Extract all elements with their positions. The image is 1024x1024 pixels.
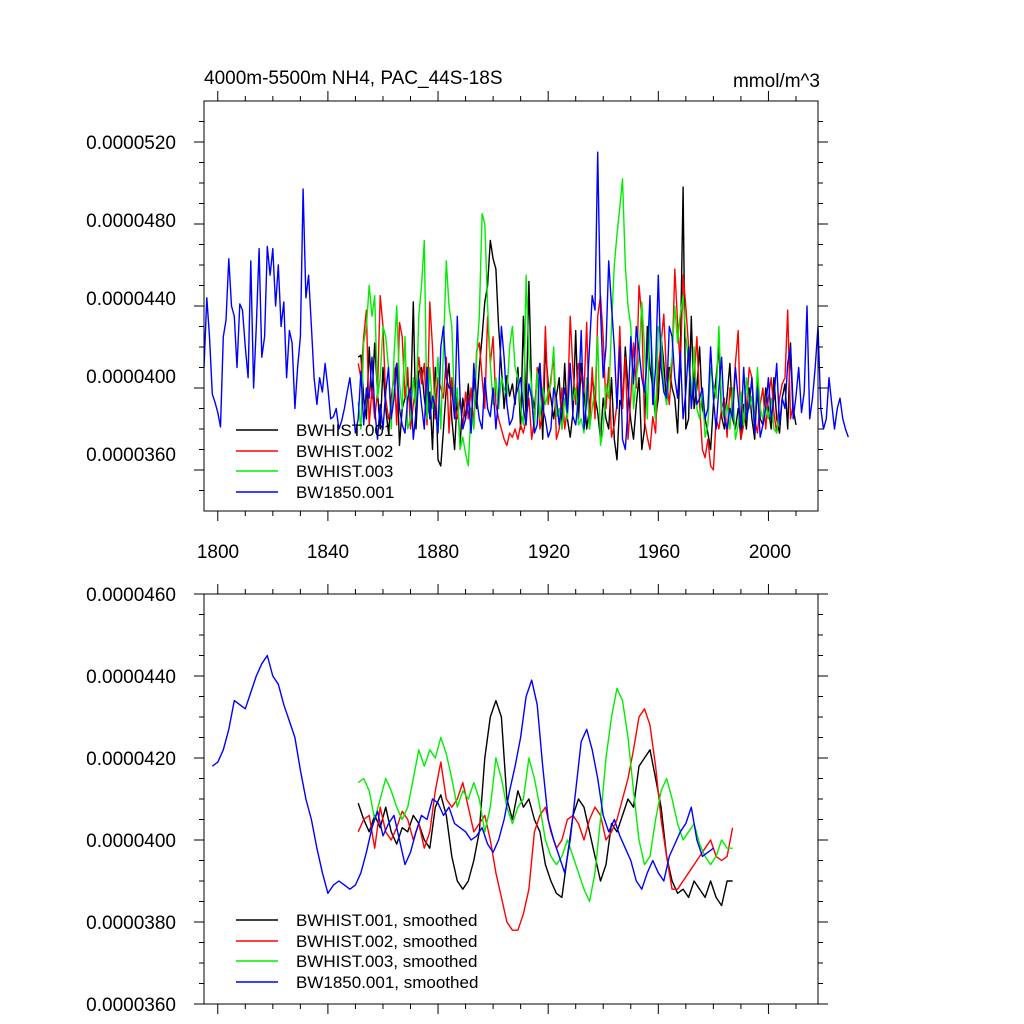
legend-label: BW1850.001, smoothed [296, 973, 478, 992]
y-tick-label: 0.0000420 [86, 749, 176, 770]
legend-label: BWHIST.002 [296, 442, 393, 461]
y-tick-label: 0.0000400 [86, 367, 176, 388]
series-line-bwhist-002-smoothed [357, 708, 734, 931]
y-tick-label: 0.0000400 [86, 831, 176, 852]
top-units: mmol/m^3 [733, 71, 820, 92]
x-tick-label: 1960 [638, 542, 680, 563]
x-tick-label: 1920 [528, 542, 570, 563]
x-tick-label: 2000 [749, 542, 791, 563]
bottom-ticks-group [194, 584, 828, 1014]
legend-label: BW1850.001 [296, 483, 394, 502]
top-series-group [203, 151, 849, 471]
top-panel: 4000m-5500m NH4, PAC_44S-18S mmol/m^3 0.… [86, 68, 849, 563]
bottom-panel: 0.0000460 0.0000440 0.0000420 0.0000400 … [86, 584, 828, 1016]
x-tick-label: 1800 [197, 542, 239, 563]
x-tick-label: 1880 [417, 542, 459, 563]
series-line-bw1850-001-smoothed [211, 654, 714, 894]
y-tick-label: 0.0000380 [86, 913, 176, 934]
legend-label: BWHIST.001, smoothed [296, 911, 477, 930]
y-tick-label: 0.0000440 [86, 667, 176, 688]
y-tick-label: 0.0000360 [86, 445, 176, 466]
bottom-series-group [211, 654, 734, 931]
bottom-legend: BWHIST.001, smoothed BWHIST.002, smoothe… [236, 911, 478, 992]
top-x-tick-labels: 1800 1840 1880 1920 1960 2000 [197, 542, 791, 563]
top-y-tick-labels: 0.0000520 0.0000480 0.0000440 0.0000400 … [86, 133, 176, 466]
bottom-y-tick-labels: 0.0000460 0.0000440 0.0000420 0.0000400 … [86, 585, 176, 1016]
series-line-bwhist-001-smoothed [357, 699, 733, 907]
series-line-bw1850-001 [203, 151, 849, 451]
top-title: 4000m-5500m NH4, PAC_44S-18S [204, 68, 503, 89]
series-line-bwhist-002 [357, 268, 794, 471]
series-line-bwhist-003-smoothed [357, 687, 733, 903]
y-tick-label: 0.0000480 [86, 211, 176, 232]
top-ticks-group [194, 91, 828, 521]
y-tick-label: 0.0000360 [86, 995, 176, 1016]
x-tick-label: 1840 [307, 542, 349, 563]
y-tick-label: 0.0000460 [86, 585, 176, 606]
legend-label: BWHIST.001 [296, 421, 393, 440]
y-tick-label: 0.0000520 [86, 133, 176, 154]
legend-label: BWHIST.003, smoothed [296, 952, 477, 971]
y-tick-label: 0.0000440 [86, 289, 176, 310]
legend-label: BWHIST.002, smoothed [296, 932, 477, 951]
top-legend: BWHIST.001 BWHIST.002 BWHIST.003 BW1850.… [236, 421, 394, 502]
legend-label: BWHIST.003 [296, 462, 393, 481]
